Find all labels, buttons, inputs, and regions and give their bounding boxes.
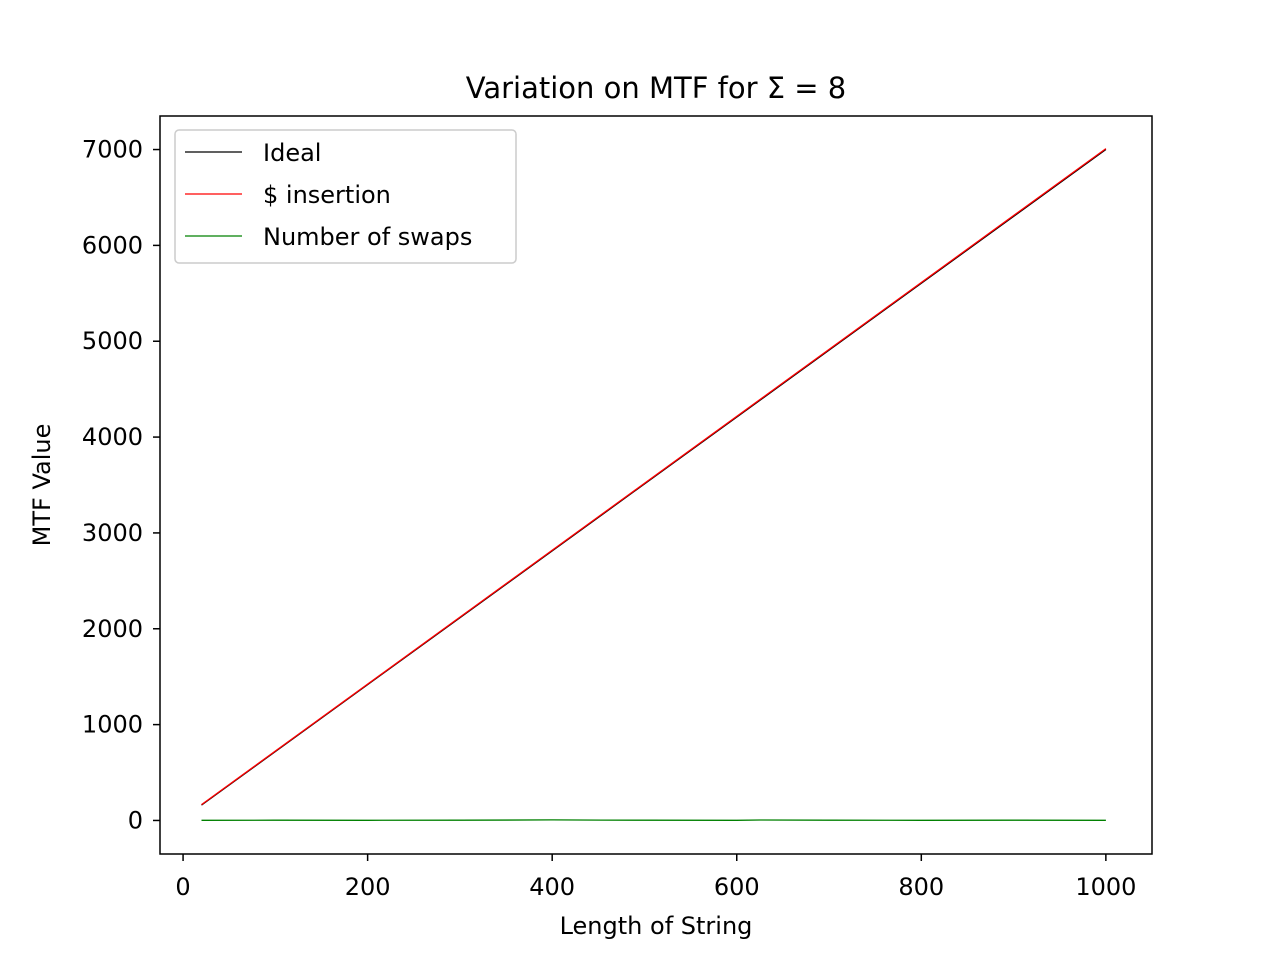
x-axis-label: Length of String	[560, 912, 753, 940]
x-tick-label: 1000	[1075, 873, 1136, 901]
y-axis: 0 1000 2000 3000 4000 5000 6000 7000	[82, 136, 160, 834]
series-layer	[201, 148, 1107, 821]
x-tick-label: 400	[529, 873, 575, 901]
y-axis-label: MTF Value	[28, 424, 56, 547]
legend-entry-label: Number of swaps	[263, 223, 472, 251]
x-tick-label: 0	[175, 873, 190, 901]
y-tick-label: 5000	[82, 327, 143, 355]
y-tick-label: 2000	[82, 615, 143, 643]
x-tick-label: 200	[345, 873, 391, 901]
y-tick-label: 3000	[82, 519, 143, 547]
x-tick-label: 600	[714, 873, 760, 901]
y-tick-label: 0	[128, 806, 143, 834]
chart-title: Variation on MTF for Σ = 8	[466, 71, 846, 105]
series-line-2	[201, 148, 1107, 806]
x-tick-label: 800	[898, 873, 944, 901]
y-tick-label: 6000	[82, 231, 143, 259]
plot-frame	[159, 115, 1153, 855]
y-tick-label: 4000	[82, 423, 143, 451]
legend-entry-label: Ideal	[263, 139, 321, 167]
x-axis: 0 200 400 600 800 1000	[175, 854, 1136, 901]
y-tick-label: 1000	[82, 711, 143, 739]
legend-entry-label: $ insertion	[263, 181, 391, 209]
y-tick-label: 7000	[82, 136, 143, 164]
legend-box	[174, 129, 517, 264]
legend: Ideal $ insertion Number of swaps	[174, 129, 517, 264]
